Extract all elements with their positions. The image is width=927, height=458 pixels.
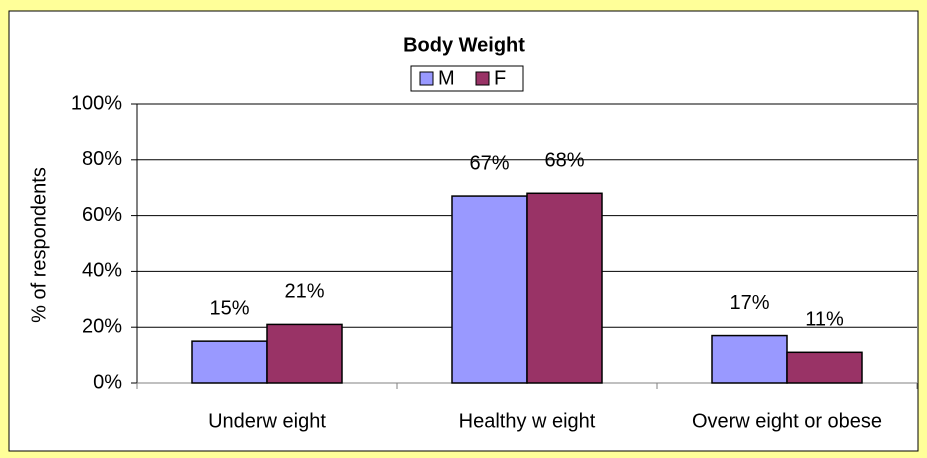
bar [526, 192, 603, 384]
y-axis-label: % of respondents [28, 167, 50, 323]
bar [191, 340, 268, 384]
bar [786, 351, 863, 384]
y-tick-label: 40% [82, 260, 122, 282]
data-label: 15% [209, 297, 249, 319]
legend-label: F [494, 67, 506, 89]
y-tick-label: 100% [71, 92, 122, 114]
y-tick-label: 60% [82, 204, 122, 226]
data-label: 67% [469, 152, 509, 174]
bar [711, 334, 788, 384]
data-label: 21% [284, 281, 324, 303]
chart-title: Body Weight [403, 34, 525, 56]
legend-label: M [438, 67, 455, 89]
y-tick-label: 80% [82, 148, 122, 170]
y-tick-label: 0% [93, 371, 122, 393]
y-tick-label: 20% [82, 315, 122, 337]
x-tick-label: Overw eight or obese [692, 410, 882, 432]
legend-swatch [475, 71, 490, 86]
bar [451, 195, 528, 384]
data-label: 68% [544, 150, 584, 172]
bar [266, 323, 343, 384]
data-label: 17% [729, 292, 769, 314]
data-label: 11% [805, 309, 844, 331]
legend-swatch [419, 71, 434, 86]
x-tick-label: Underw eight [208, 410, 326, 432]
x-tick-label: Healthy w eight [459, 410, 596, 432]
